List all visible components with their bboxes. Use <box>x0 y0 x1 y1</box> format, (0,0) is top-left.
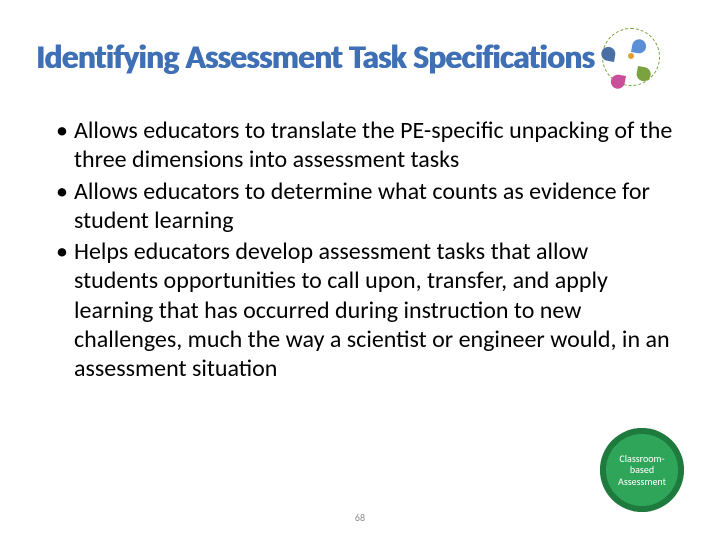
badge: Classroom- based Assessment <box>600 428 684 512</box>
list-item: Allows educators to determine what count… <box>56 177 674 236</box>
page-number: 68 <box>355 511 365 524</box>
title-row: Identifying Assessment Task Specificatio… <box>36 28 684 86</box>
list-item: Allows educators to translate the PE-spe… <box>56 116 674 175</box>
slide: Identifying Assessment Task Specificatio… <box>0 0 720 540</box>
bullet-list: Allows educators to translate the PE-spe… <box>36 116 684 383</box>
page-title: Identifying Assessment Task Specificatio… <box>36 39 594 75</box>
badge-line: Assessment <box>618 475 666 488</box>
list-item: Helps educators develop assessment tasks… <box>56 237 674 383</box>
logo-icon <box>602 28 660 86</box>
badge-text: Classroom- based Assessment <box>612 453 672 488</box>
